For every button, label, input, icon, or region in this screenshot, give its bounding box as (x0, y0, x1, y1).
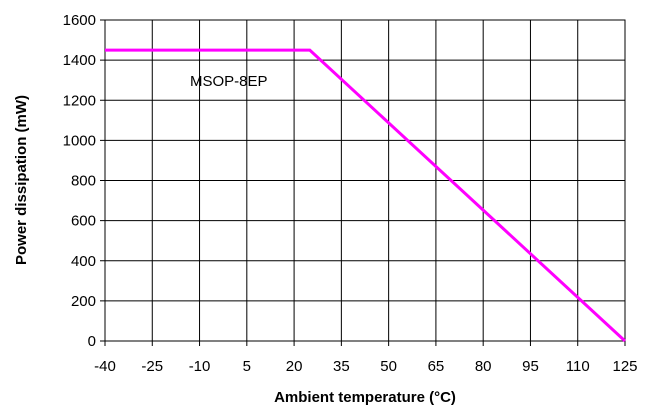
x-tick-label: -25 (141, 358, 163, 375)
y-tick-label: 1000 (63, 132, 96, 149)
y-tick-label: 1200 (63, 92, 96, 109)
x-tick-label: 95 (522, 358, 539, 375)
x-tick-label: 65 (428, 358, 445, 375)
x-axis-title: Ambient temperature (°C) (274, 389, 456, 406)
x-axis-ticks: -40 -25 -10 5 20 35 50 65 80 95 110 125 (94, 341, 638, 375)
y-tick-label: 1400 (63, 52, 96, 69)
x-tick-label: 125 (612, 358, 637, 375)
series-annotation: MSOP-8EP (190, 73, 268, 90)
grid (105, 20, 625, 341)
series-layer (105, 48, 627, 343)
x-tick-label: 110 (566, 358, 590, 375)
x-tick-label: -10 (189, 358, 211, 375)
y-tick-label: 200 (71, 293, 96, 310)
y-tick-label: 800 (71, 173, 96, 190)
x-tick-label: 5 (243, 358, 251, 375)
y-axis-title: Power dissipation (mW) (13, 95, 30, 265)
y-axis-ticks: 0 200 400 600 800 1000 1200 1400 1600 (63, 12, 105, 350)
x-tick-label: 80 (475, 358, 492, 375)
series-line-msop-8ep (105, 48, 627, 343)
x-tick-label: 20 (286, 358, 303, 375)
y-tick-label: 1600 (63, 12, 96, 29)
x-tick-label: 35 (333, 358, 350, 375)
y-tick-label: 400 (71, 253, 96, 270)
x-tick-label: -40 (94, 358, 116, 375)
y-tick-label: 600 (71, 213, 96, 230)
x-tick-label: 50 (380, 358, 397, 375)
y-tick-label: 0 (88, 333, 96, 350)
